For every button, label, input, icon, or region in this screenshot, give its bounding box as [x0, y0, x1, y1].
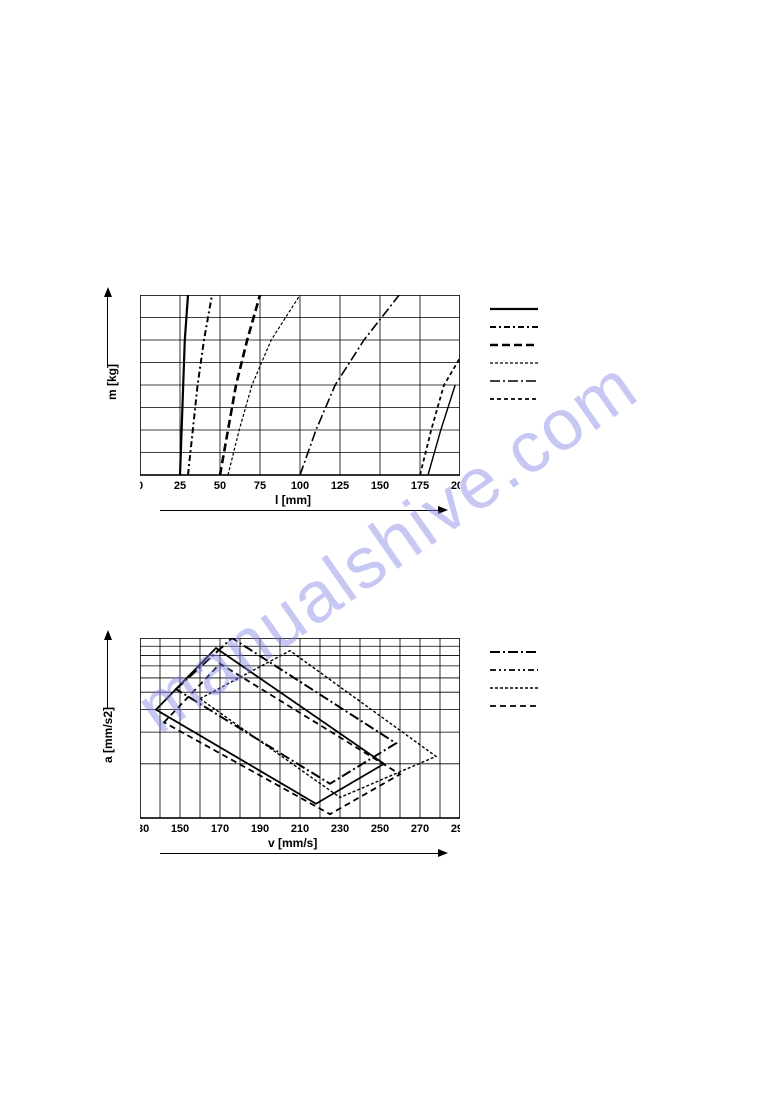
chart-1-legend — [490, 300, 538, 408]
legend-row — [490, 300, 538, 318]
chart-1-xlabel: l [mm] — [275, 493, 311, 507]
legend-row — [490, 354, 538, 372]
legend-row — [490, 318, 538, 336]
svg-text:200: 200 — [451, 480, 460, 492]
svg-text:210: 210 — [291, 823, 309, 835]
legend-row — [490, 697, 538, 715]
legend-row — [490, 336, 538, 354]
legend-row — [490, 661, 538, 679]
chart-1-ylabel: m [kg] — [105, 364, 119, 400]
svg-text:50: 50 — [214, 480, 226, 492]
legend-row — [490, 679, 538, 697]
chart-1-x-arrow — [438, 506, 448, 514]
chart-1-y-arrow-line — [107, 295, 108, 365]
svg-text:0: 0 — [140, 480, 143, 492]
chart-2-ylabel: a [mm/s2] — [101, 707, 115, 763]
svg-text:100: 100 — [291, 480, 309, 492]
svg-text:25: 25 — [174, 480, 186, 492]
svg-text:150: 150 — [371, 480, 389, 492]
svg-text:230: 230 — [331, 823, 349, 835]
svg-text:130: 130 — [140, 823, 149, 835]
chart-2-y-arrow — [104, 630, 112, 640]
chart-2-y-arrow-line — [107, 638, 108, 708]
legend-row — [490, 643, 538, 661]
svg-text:175: 175 — [411, 480, 429, 492]
chart-2-xlabel: v [mm/s] — [268, 836, 317, 850]
chart-2-svg: 130150170190210230250270290110 — [140, 638, 460, 853]
chart-1-y-arrow — [104, 287, 112, 297]
chart-1-svg: 0255075100125150175200012345678 — [140, 295, 460, 510]
chart-1-x-arrow-line — [160, 510, 440, 511]
chart-2-x-arrow-line — [160, 853, 440, 854]
svg-text:250: 250 — [371, 823, 389, 835]
chart-2: 130150170190210230250270290110 a [mm/s2]… — [140, 638, 460, 853]
legend-row — [490, 390, 538, 408]
svg-text:170: 170 — [211, 823, 229, 835]
svg-text:290: 290 — [451, 823, 460, 835]
svg-text:125: 125 — [331, 480, 349, 492]
chart-2-x-arrow — [438, 849, 448, 857]
chart-2-legend — [490, 643, 538, 715]
svg-text:75: 75 — [254, 480, 266, 492]
svg-text:190: 190 — [251, 823, 269, 835]
svg-text:270: 270 — [411, 823, 429, 835]
chart-1: 0255075100125150175200012345678 m [kg] l… — [140, 295, 460, 510]
legend-row — [490, 372, 538, 390]
svg-text:150: 150 — [171, 823, 189, 835]
